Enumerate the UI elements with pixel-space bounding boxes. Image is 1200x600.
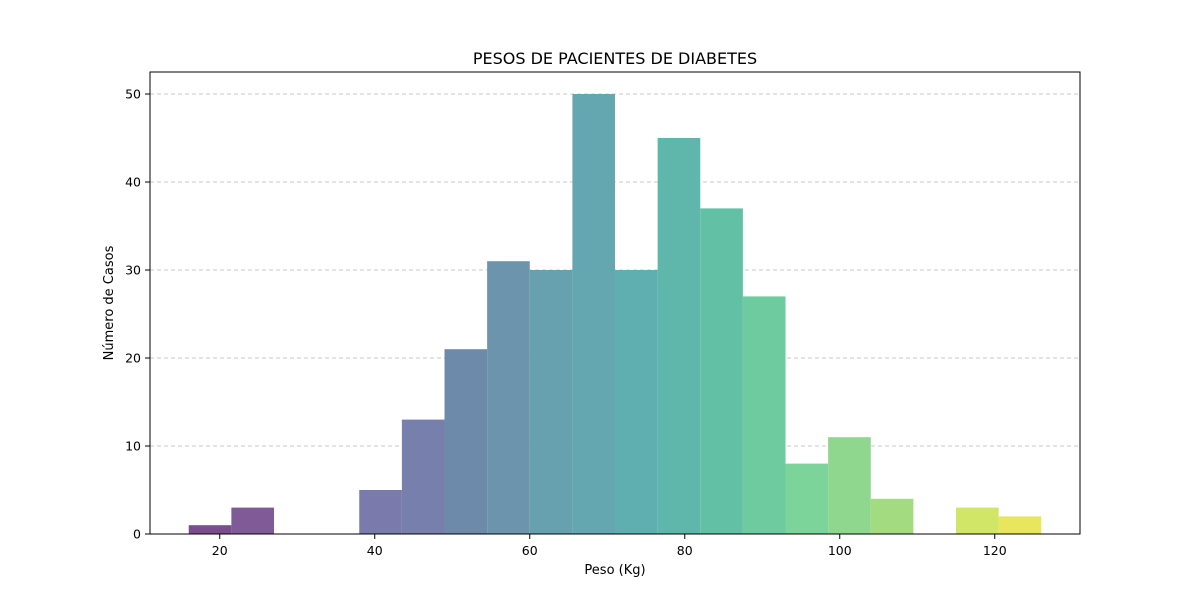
histogram-bar-7 — [487, 261, 530, 534]
y-tick-label-2: 20 — [125, 351, 141, 366]
x-ticks-layer: 20 40 60 80 100 120 — [212, 534, 1007, 558]
chart-title: PESOS DE PACIENTES DE DIABETES — [473, 49, 757, 68]
histogram-bar-4 — [359, 490, 402, 534]
histogram-bar-6 — [444, 349, 488, 534]
y-tick-label-5: 50 — [125, 87, 141, 102]
histogram-bar-11 — [657, 138, 701, 534]
histogram-bar-14 — [785, 463, 829, 534]
y-tick-label-0: 0 — [133, 527, 141, 542]
x-tick-label-0: 20 — [212, 543, 228, 558]
plot-frame — [149, 71, 1081, 535]
y-tick-label-1: 10 — [125, 439, 141, 454]
histogram-bar-5 — [401, 419, 445, 534]
histogram-bar-0 — [188, 525, 232, 534]
histogram-bar-15 — [828, 437, 871, 534]
histogram-bar-9 — [572, 94, 616, 534]
histogram-bar-10 — [615, 270, 658, 534]
bars-layer — [188, 94, 1042, 534]
histogram-bar-1 — [231, 507, 275, 534]
histogram-bar-8 — [529, 270, 573, 534]
histogram-bar-13 — [742, 296, 786, 534]
histogram-bar-16 — [870, 498, 914, 534]
y-tick-label-4: 40 — [125, 175, 141, 190]
histogram-bar-19 — [998, 516, 1042, 534]
y-ticks-layer: 0 10 20 30 40 50 — [125, 87, 150, 542]
x-tick-label-4: 100 — [828, 543, 852, 558]
x-tick-label-5: 120 — [983, 543, 1007, 558]
x-tick-label-1: 40 — [367, 543, 383, 558]
histogram-bar-12 — [700, 208, 743, 534]
histogram-bar-18 — [956, 507, 999, 534]
x-axis-label: Peso (Kg) — [584, 563, 645, 578]
x-tick-label-3: 80 — [677, 543, 693, 558]
y-axis-label: Número de Casos — [102, 245, 117, 360]
y-tick-label-3: 30 — [125, 263, 141, 278]
x-tick-label-2: 60 — [522, 543, 538, 558]
